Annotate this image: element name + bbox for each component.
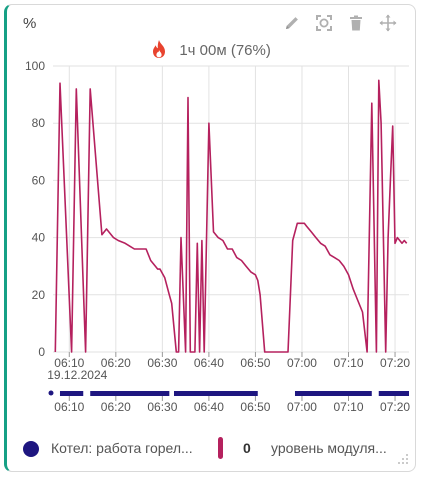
unit-label: % xyxy=(23,15,37,32)
burner-time-text: 1ч 00м (76%) xyxy=(179,42,271,59)
x-tick-label: 07:10 xyxy=(333,356,363,370)
chart-card: % 1ч 00м (76%) 0 20 40 60 80 100 06:10 06:10 06:… xyxy=(4,4,416,472)
legend-value-modulation: 0 xyxy=(243,440,251,456)
y-tick-label: 20 xyxy=(32,288,46,302)
burner-timeline-segment xyxy=(90,391,170,396)
legend-label-modulation[interactable]: уровень модуля... xyxy=(271,440,387,456)
timeline-tick-label: 07:10 xyxy=(333,400,363,414)
y-tick-label: 40 xyxy=(32,231,46,245)
x-tick-label: 07:20 xyxy=(380,356,410,370)
burner-timeline-segment xyxy=(59,391,84,396)
y-tick-label: 60 xyxy=(32,173,46,187)
x-tick-label: 06:40 xyxy=(194,356,224,370)
timeline-tick-label: 06:40 xyxy=(194,400,224,414)
x-date-label: 19.12.2024 xyxy=(47,368,107,382)
legend: Котел: работа горел... 0 уровень модуля.… xyxy=(7,437,419,463)
y-tick-label: 0 xyxy=(38,345,45,359)
burner-timeline-segment xyxy=(294,391,372,396)
burner-timeline-segment xyxy=(173,391,258,396)
pencil-icon[interactable] xyxy=(283,14,301,32)
legend-label-burner[interactable]: Котел: работа горел... xyxy=(51,440,193,456)
burner-timeline-segment xyxy=(378,391,409,396)
timeline-tick-label: 06:30 xyxy=(147,400,177,414)
y-tick-label: 100 xyxy=(25,59,45,73)
burner-timeline-point xyxy=(48,390,54,396)
card-toolbar xyxy=(283,14,397,32)
x-tick-label: 06:10 xyxy=(54,356,84,370)
x-tick-label: 06:50 xyxy=(240,356,270,370)
y-tick-label: 80 xyxy=(32,116,46,130)
flame-icon xyxy=(153,40,166,58)
burner-time-row: 1ч 00м (76%) xyxy=(7,39,415,59)
timeline-tick-label: 06:20 xyxy=(101,400,131,414)
legend-marker-burner[interactable] xyxy=(23,441,39,457)
timeline-tick-label: 07:00 xyxy=(287,400,317,414)
timeline-tick-label: 06:50 xyxy=(240,400,270,414)
timeline-tick-label: 07:20 xyxy=(380,400,410,414)
line-chart: 0 20 40 60 80 100 06:10 06:10 06:20 06:20 06:30 06:… xyxy=(25,59,410,414)
move-icon[interactable] xyxy=(379,14,397,32)
x-tick-label: 06:30 xyxy=(147,356,177,370)
resize-grip-icon[interactable] xyxy=(397,453,409,465)
timeline-tick-label: 06:10 xyxy=(54,400,84,414)
x-tick-label: 07:00 xyxy=(287,356,317,370)
x-tick-label: 06:20 xyxy=(101,356,131,370)
modulation-series-line xyxy=(54,79,408,353)
trash-icon[interactable] xyxy=(347,14,365,32)
legend-marker-modulation[interactable] xyxy=(218,437,223,459)
fullscreen-icon[interactable] xyxy=(315,14,333,32)
